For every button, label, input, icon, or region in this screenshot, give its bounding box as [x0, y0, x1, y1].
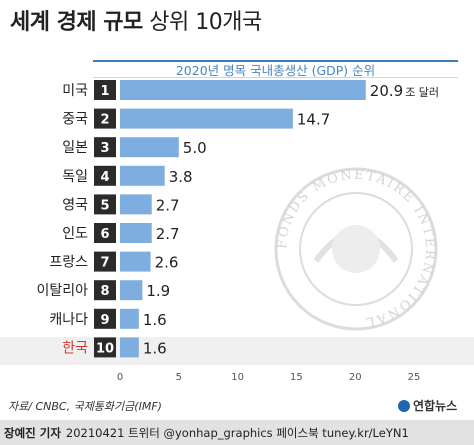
x-tick-label: 15: [290, 372, 303, 383]
rank-number: 3: [100, 141, 109, 156]
value-label: 14.7: [297, 111, 330, 129]
rank-box: [94, 108, 116, 129]
rank-number: 10: [96, 341, 114, 356]
category-label: 이탈리아: [36, 283, 88, 299]
footer-info: 20210421 트위터 @yonhap_graphics 페이스북 tuney…: [65, 425, 409, 440]
rank-box: [94, 165, 116, 186]
value-label: 2.7: [156, 196, 180, 214]
x-tick-label: 5: [176, 372, 182, 383]
unit-label: 조 달러: [405, 86, 439, 99]
footer-author: 장예진 기자: [4, 425, 61, 440]
highlight-row-korea: [0, 337, 474, 365]
value-label: 1.9: [146, 282, 170, 300]
value-label: 2.7: [156, 225, 180, 243]
rank-number: 7: [100, 256, 109, 271]
value-label: 1.6: [143, 339, 167, 357]
footer-bar: 장예진 기자 20210421 트위터 @yonhap_graphics 페이스…: [0, 420, 474, 445]
title-light: 상위 10개국: [149, 10, 262, 35]
rank-number: 6: [100, 227, 109, 242]
bar: [120, 194, 152, 215]
imf-seal-watermark: FONDS MONETAIRE INTERNATIONAL: [274, 167, 438, 331]
rank-box: [94, 223, 116, 243]
x-tick-label: 25: [408, 372, 421, 383]
yonhap-logo: 연합뉴스: [398, 397, 457, 414]
bar: [120, 223, 152, 243]
chart-title: 세계 경제 규모 상위 10개국: [10, 4, 470, 36]
chart-subtitle-text: 2020년 명목 국내총생산 (GDP) 순위: [175, 62, 376, 78]
rank-box: [94, 251, 116, 272]
value-label: 20.9 조 달러: [370, 82, 439, 100]
rank-number: 4: [100, 170, 109, 185]
bar: [120, 137, 179, 158]
rank-box: [94, 137, 116, 158]
bar: [120, 308, 139, 329]
category-label: 일본: [62, 140, 88, 156]
chart-subtitle: 2020년 명목 국내총생산 (GDP) 순위: [93, 60, 458, 78]
rank-box: [94, 308, 116, 329]
rank-number: 2: [100, 113, 109, 128]
category-label: 인도: [62, 226, 88, 242]
rank-box: [94, 194, 116, 215]
category-label: 중국: [62, 112, 88, 128]
value-label: 1.6: [143, 311, 167, 329]
value-label: 3.8: [169, 168, 193, 186]
x-tick-label: 10: [231, 372, 244, 383]
bar: [120, 337, 139, 358]
x-tick-label: 20: [349, 372, 362, 383]
source-note: 자료/ CNBC, 국제통화기금(IMF): [8, 400, 162, 413]
value-label: 2.6: [155, 254, 179, 272]
rank-box: [94, 80, 116, 100]
bar: [120, 251, 151, 272]
bar: [120, 165, 165, 186]
category-label: 한국: [62, 340, 88, 356]
yonhap-logo-icon: [398, 399, 410, 412]
category-label: 영국: [62, 197, 88, 213]
rank-number: 1: [100, 84, 109, 99]
title-bold: 세계 경제 규모: [10, 10, 143, 35]
yonhap-logo-text: 연합뉴스: [413, 399, 458, 413]
category-label: 독일: [62, 169, 88, 185]
rank-box: [94, 337, 116, 358]
category-label: 미국: [62, 83, 88, 99]
category-label: 프랑스: [49, 255, 88, 271]
bar: [120, 108, 293, 129]
bar: [120, 280, 143, 301]
value-label: 5.0: [183, 139, 207, 157]
x-tick-label: 0: [117, 372, 123, 383]
rank-box: [94, 280, 116, 301]
rank-number: 8: [100, 284, 109, 299]
rank-number: 9: [100, 313, 109, 328]
rank-number: 5: [100, 198, 109, 213]
category-label: 캐나다: [49, 312, 88, 328]
bar: [120, 80, 366, 100]
